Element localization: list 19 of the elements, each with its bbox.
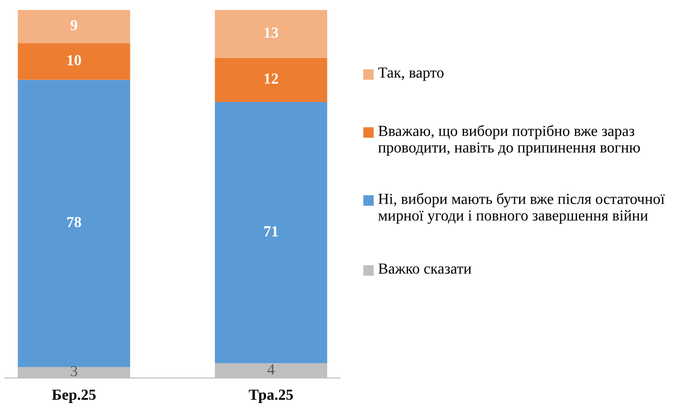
data-label: 4: [268, 364, 275, 374]
data-label: 71: [264, 226, 278, 236]
bar: [214, 58, 328, 102]
bar: [214, 102, 328, 364]
legend-label: Так, варто: [378, 68, 444, 81]
bar: [18, 43, 130, 80]
bar: [18, 10, 130, 44]
data-label: 13: [264, 27, 278, 38]
data-label: 10: [68, 55, 82, 66]
bar: [214, 10, 328, 58]
legend-label: Вважаю, що вибори потрібно вже зараз проводити, навіть до припинення вогню: [378, 125, 640, 156]
legend-label: Ні, вибори мають бути вже після остаточної мирної угоди і повного завершення війни: [378, 193, 665, 224]
data-label: 3: [70, 366, 78, 376]
data-label: 78: [67, 216, 82, 228]
legend-label: Важко сказати: [378, 264, 472, 274]
x-tick-label: Тра.25: [248, 390, 293, 403]
data-label: 9: [70, 20, 78, 30]
x-tick-label: Бер.25: [52, 390, 96, 403]
data-label: 12: [264, 73, 278, 84]
